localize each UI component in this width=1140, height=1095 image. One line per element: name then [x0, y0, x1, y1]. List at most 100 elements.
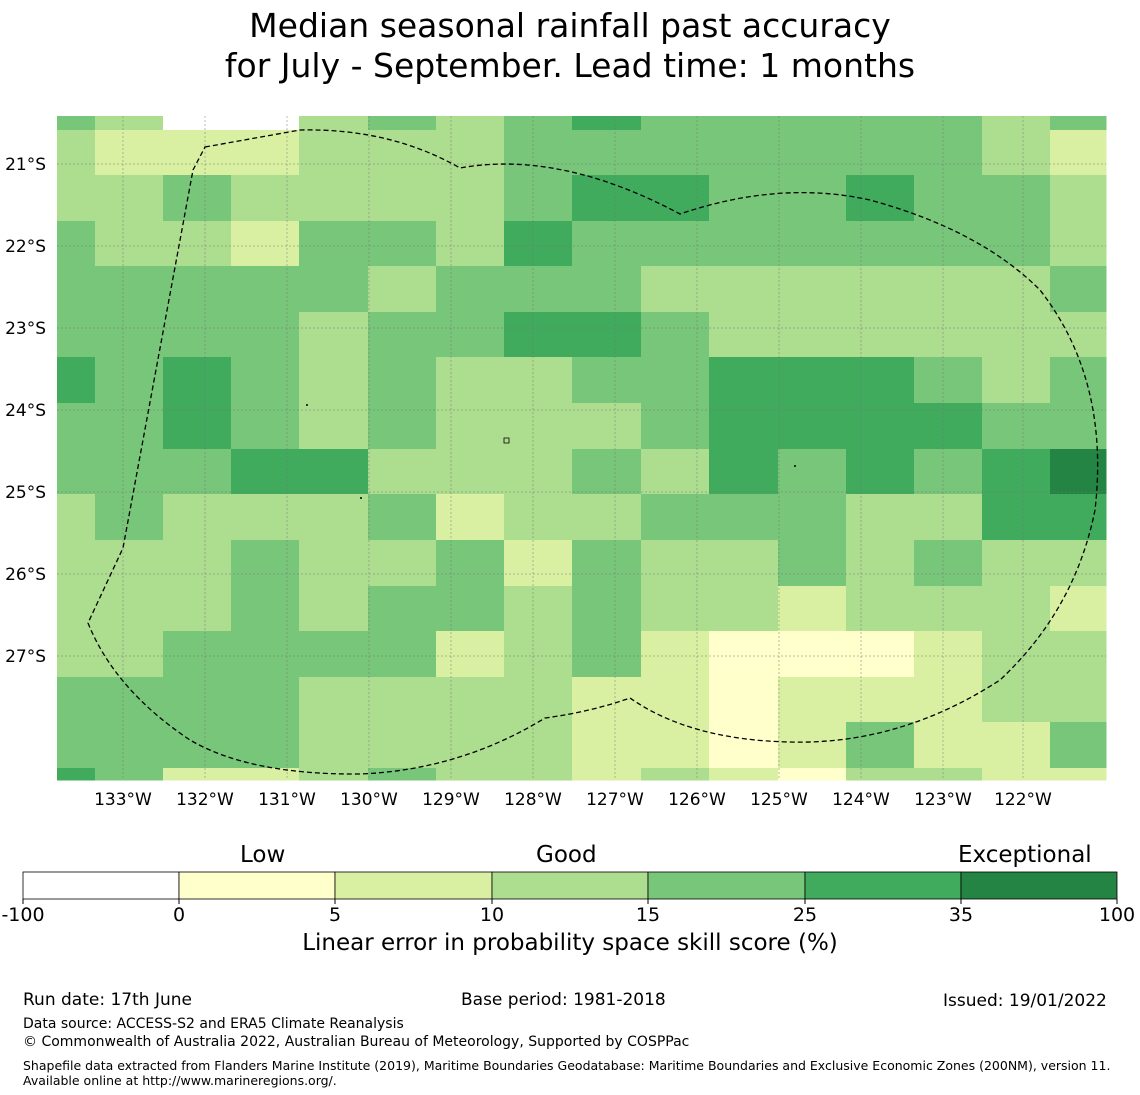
island-outline	[503, 437, 510, 444]
colorbar-tick-label: 10	[480, 904, 504, 926]
grid-cell	[572, 130, 642, 176]
grid-cell	[641, 768, 710, 781]
lat-label: 27°S	[5, 647, 46, 667]
grid-cell	[778, 130, 847, 176]
grid-cell	[778, 540, 847, 587]
grid-cell	[914, 312, 983, 358]
legend-category-low: Low	[240, 842, 286, 868]
grid-cell	[231, 221, 300, 267]
grid-cell	[163, 586, 232, 632]
lon-label: 128°W	[504, 790, 562, 810]
grid-cell	[778, 312, 847, 358]
grid-cell	[709, 494, 779, 541]
grid-cell	[299, 266, 369, 313]
grid-cell	[1050, 631, 1107, 678]
grid-cell	[914, 266, 983, 313]
grid-cell	[368, 403, 437, 450]
grid-cell	[504, 266, 573, 313]
grid-cell	[95, 221, 164, 267]
grid-cell	[163, 540, 232, 587]
grid-cell	[368, 540, 437, 587]
grid-cell	[299, 722, 369, 769]
grid-cell	[368, 357, 437, 404]
grid-cell	[95, 768, 164, 781]
grid-cell	[778, 357, 847, 404]
map-title-line1: Median seasonal rainfall past accuracy	[249, 6, 891, 45]
grid-cell	[368, 449, 437, 495]
colorbar-swatch	[960, 871, 1118, 900]
grid-cell	[504, 221, 573, 267]
grid-cell	[778, 116, 847, 131]
grid-cell	[95, 403, 164, 450]
lon-label: 125°W	[750, 790, 808, 810]
grid-cell	[57, 116, 96, 131]
lon-label: 130°W	[340, 790, 398, 810]
grid-cell	[914, 403, 983, 450]
colorbar-swatch	[491, 871, 649, 900]
grid-cell	[95, 631, 164, 678]
grid-cell	[368, 130, 437, 176]
base-period: Base period: 1981-2018	[461, 990, 666, 1010]
grid-cell	[95, 266, 164, 313]
colorbar-tick-label: 35	[949, 904, 973, 926]
grid-cell	[914, 722, 983, 769]
lat-label: 23°S	[5, 319, 46, 339]
lon-label: 127°W	[586, 790, 644, 810]
grid-cell	[231, 586, 300, 632]
grid-cell	[57, 266, 96, 313]
grid-cell	[299, 175, 369, 222]
grid-cell	[436, 494, 505, 541]
grid-cell	[436, 357, 505, 404]
lon-label: 129°W	[422, 790, 480, 810]
grid-cell	[436, 221, 505, 267]
legend-category-good: Good	[536, 842, 597, 868]
grid-cell	[572, 116, 642, 131]
colorbar-swatch	[334, 871, 493, 900]
grid-cell	[778, 221, 847, 267]
grid-cell	[846, 494, 915, 541]
grid-cell	[163, 403, 232, 450]
grid-cell	[504, 130, 573, 176]
grid-cell	[641, 175, 710, 222]
grid-cell	[436, 540, 505, 587]
grid-cell	[57, 175, 96, 222]
grid-cell	[1050, 768, 1107, 781]
colorbar-tick-label: 100	[1099, 904, 1135, 926]
grid-cell	[436, 403, 505, 450]
grid-cell	[163, 130, 232, 176]
grid-cell	[299, 221, 369, 267]
grid-cell	[982, 768, 1051, 781]
grid-cell	[57, 540, 96, 587]
grid-cell	[982, 631, 1051, 678]
grid-cell	[982, 449, 1051, 495]
grid-cell	[368, 722, 437, 769]
grid-cell	[572, 266, 642, 313]
grid-cell	[231, 175, 300, 222]
grid-cell	[299, 130, 369, 176]
grid-cell	[231, 357, 300, 404]
lon-label: 132°W	[176, 790, 234, 810]
grid-cell	[914, 130, 983, 176]
grid-cell	[572, 540, 642, 587]
grid-cell	[95, 449, 164, 495]
grid-cell	[1050, 116, 1107, 131]
grid-cell	[368, 221, 437, 267]
grid-cell	[914, 631, 983, 678]
grid-cell	[368, 116, 437, 131]
grid-cell	[231, 631, 300, 678]
grid-cell	[368, 768, 437, 781]
colorbar-swatch	[178, 871, 336, 900]
grid-cell	[572, 586, 642, 632]
grid-cell	[436, 768, 505, 781]
grid-cell	[1050, 677, 1107, 723]
grid-cell	[57, 403, 96, 450]
colorbar-tick-label: 0	[173, 904, 185, 926]
grid-cell	[299, 116, 369, 131]
grid-cell	[1050, 175, 1107, 222]
grid-cell	[709, 540, 779, 587]
data-source: Data source: ACCESS-S2 and ERA5 Climate …	[23, 1016, 404, 1032]
grid-cell	[163, 449, 232, 495]
grid-cell	[846, 130, 915, 176]
grid-cell	[57, 722, 96, 769]
